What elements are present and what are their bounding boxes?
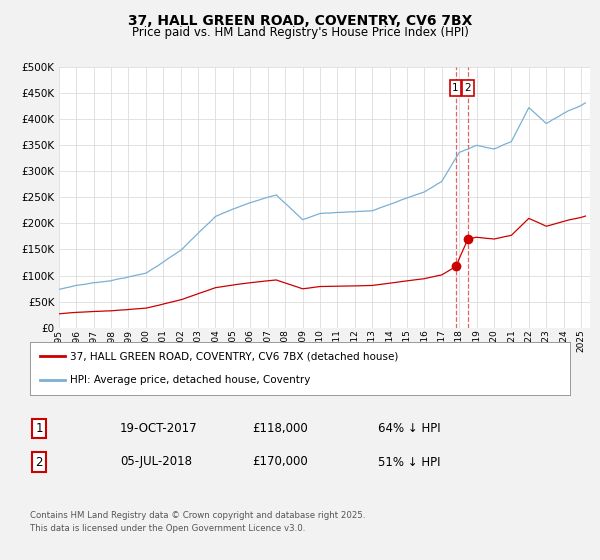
Text: 1: 1 xyxy=(452,83,459,93)
Text: Contains HM Land Registry data © Crown copyright and database right 2025.
This d: Contains HM Land Registry data © Crown c… xyxy=(30,511,365,533)
Text: 64% ↓ HPI: 64% ↓ HPI xyxy=(378,422,440,435)
Text: 05-JUL-2018: 05-JUL-2018 xyxy=(120,455,192,469)
Text: 37, HALL GREEN ROAD, COVENTRY, CV6 7BX: 37, HALL GREEN ROAD, COVENTRY, CV6 7BX xyxy=(128,14,472,28)
Text: 51% ↓ HPI: 51% ↓ HPI xyxy=(378,455,440,469)
Text: 1: 1 xyxy=(35,422,43,435)
Text: 2: 2 xyxy=(464,83,471,93)
Text: 37, HALL GREEN ROAD, COVENTRY, CV6 7BX (detached house): 37, HALL GREEN ROAD, COVENTRY, CV6 7BX (… xyxy=(71,352,399,362)
Text: HPI: Average price, detached house, Coventry: HPI: Average price, detached house, Cove… xyxy=(71,375,311,385)
Text: 19-OCT-2017: 19-OCT-2017 xyxy=(120,422,197,435)
Text: £118,000: £118,000 xyxy=(252,422,308,435)
Text: 2: 2 xyxy=(35,455,43,469)
Text: Price paid vs. HM Land Registry's House Price Index (HPI): Price paid vs. HM Land Registry's House … xyxy=(131,26,469,39)
Text: £170,000: £170,000 xyxy=(252,455,308,469)
